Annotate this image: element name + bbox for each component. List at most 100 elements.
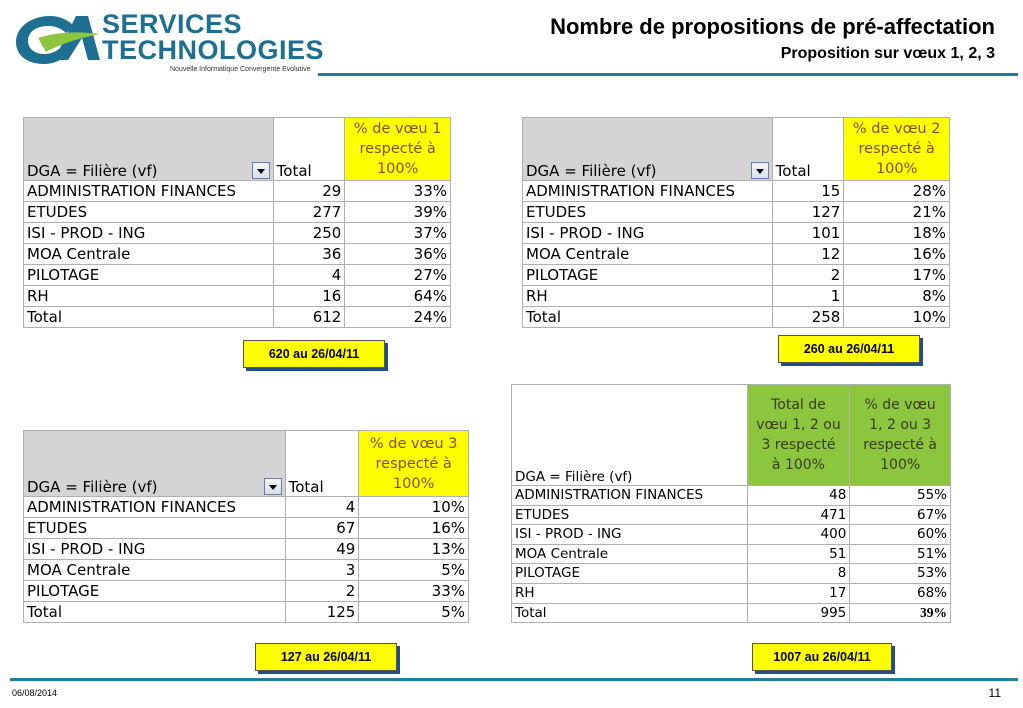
page-subtitle: Proposition sur vœux 1, 2, 3: [780, 45, 995, 62]
row-label: ISI - PROD - ING: [23, 538, 286, 560]
pct-header-line: 100%: [392, 475, 435, 492]
row-pct: 5%: [358, 601, 469, 623]
ca-logo-icon: [16, 16, 100, 64]
row-total: 995: [746, 602, 851, 624]
pct-header-line: 1, 2 ou 3: [869, 417, 932, 433]
table-total-row: Total 258 10%: [522, 306, 950, 328]
row-total: 125: [284, 601, 360, 623]
row-pct: 16%: [358, 517, 469, 539]
row-label: MOA Centrale: [511, 543, 748, 565]
pct-header-line: 100%: [880, 457, 921, 473]
row-label: Total: [522, 306, 773, 328]
filter-header[interactable]: DGA = Filière (vf): [23, 430, 286, 497]
wish123-count-label: 1007 au 26/04/11: [752, 643, 892, 671]
table-row: ISI - PROD - ING 101 18%: [522, 222, 950, 244]
row-label: ADMINISTRATION FINANCES: [522, 180, 773, 202]
table-total-row: Total 125 5%: [23, 601, 469, 623]
filter-header[interactable]: DGA = Filière (vf): [522, 117, 773, 181]
row-pct: 5%: [358, 559, 469, 581]
total-header-line: à 100%: [771, 457, 825, 473]
table-total-row: Total 612 24%: [23, 306, 451, 328]
pct-header-line: % de vœu 3: [369, 435, 458, 452]
brand-tagline: Nouvelle Informatique Convergente Evolut…: [170, 66, 311, 73]
table-row: ADMINISTRATION FINANCES 15 28%: [522, 180, 950, 202]
table-row: ETUDES 277 39%: [23, 201, 451, 223]
filter-header: DGA = Filière (vf): [511, 384, 748, 486]
row-pct: 33%: [358, 580, 469, 602]
row-total: 277: [272, 201, 346, 223]
row-label: RH: [522, 285, 773, 307]
filter-header[interactable]: DGA = Filière (vf): [23, 117, 274, 181]
row-label: ETUDES: [511, 504, 748, 526]
row-label: PILOTAGE: [522, 264, 773, 286]
row-total: 36: [272, 243, 346, 265]
pct-header-line: % de vœu: [864, 397, 936, 413]
wish123-table: DGA = Filière (vf) Total de vœu 1, 2 ou …: [511, 384, 951, 624]
row-total: 258: [771, 306, 845, 328]
row-pct: 18%: [843, 222, 950, 244]
row-pct: 64%: [344, 285, 451, 307]
row-label: PILOTAGE: [23, 264, 274, 286]
row-total: 3: [284, 559, 360, 581]
wish1-table: DGA = Filière (vf) Total % de vœu 1 resp…: [23, 117, 451, 328]
pct-header-line: 100%: [376, 161, 419, 177]
table-row: PILOTAGE 2 33%: [23, 580, 469, 602]
pct-header-line: % de vœu 2: [852, 121, 941, 137]
table-row: ADMINISTRATION FINANCES 48 55%: [511, 485, 951, 506]
row-pct: 39%: [344, 201, 451, 223]
row-pct: 53%: [849, 563, 951, 584]
table-row: RH 1 8%: [522, 285, 950, 307]
table-row: PILOTAGE 2 17%: [522, 264, 950, 286]
pct-header-line: respecté à: [359, 141, 436, 157]
table-row: RH 17 68%: [511, 582, 951, 604]
dropdown-arrow-icon[interactable]: [263, 478, 282, 495]
row-total: 12: [771, 243, 845, 265]
brand-line-2: TECHNOLOGIES: [102, 35, 325, 65]
filter-header-label: DGA = Filière (vf): [27, 162, 158, 180]
wish2-count-label: 260 au 26/04/11: [778, 335, 920, 363]
row-pct: 60%: [849, 524, 951, 545]
row-pct: 10%: [843, 306, 950, 328]
total-header-line: 3 respecté: [761, 437, 836, 453]
pct-header-line: % de vœu 1: [353, 121, 442, 137]
row-total: 16: [272, 285, 346, 307]
row-pct: 36%: [344, 243, 451, 265]
row-total: 127: [771, 201, 845, 223]
row-label: PILOTAGE: [23, 580, 286, 602]
row-pct: 39%: [849, 602, 951, 624]
filter-header-label: DGA = Filière (vf): [515, 469, 633, 485]
pct-header: % de vœu 3 respecté à 100%: [358, 430, 469, 497]
row-label: ETUDES: [522, 201, 773, 223]
table-row: ETUDES 67 16%: [23, 517, 469, 539]
brand-line-1: SERVICES: [102, 9, 243, 39]
pct-header-line: 100%: [875, 161, 918, 177]
row-label: Total: [511, 602, 748, 624]
row-pct: 33%: [344, 180, 451, 202]
dropdown-arrow-icon[interactable]: [251, 162, 270, 179]
table-row: ADMINISTRATION FINANCES 29 33%: [23, 180, 451, 202]
row-label: RH: [511, 582, 748, 604]
row-total: 471: [746, 504, 851, 526]
row-pct: 16%: [843, 243, 950, 265]
row-label: MOA Centrale: [23, 559, 286, 581]
table-row: PILOTAGE 4 27%: [23, 264, 451, 286]
wish3-count-label: 127 au 26/04/11: [255, 643, 397, 671]
row-label: MOA Centrale: [522, 243, 773, 265]
table-row: ETUDES 471 67%: [511, 504, 951, 526]
row-total: 67: [284, 517, 360, 539]
row-total: 29: [272, 180, 346, 202]
dropdown-arrow-icon[interactable]: [750, 162, 769, 179]
row-total: 49: [284, 538, 360, 560]
table-row: ISI - PROD - ING 250 37%: [23, 222, 451, 244]
page-number: 11: [988, 686, 1001, 700]
row-pct: 68%: [849, 582, 951, 604]
wish2-table: DGA = Filière (vf) Total % de vœu 2 resp…: [522, 117, 950, 328]
row-label: PILOTAGE: [511, 563, 748, 584]
table-row: MOA Centrale 51 51%: [511, 543, 951, 565]
pct-header: % de vœu 2 respecté à 100%: [843, 117, 950, 181]
row-total: 400: [746, 524, 851, 545]
row-pct: 55%: [849, 485, 951, 506]
row-total: 612: [272, 306, 346, 328]
table-row: MOA Centrale 36 36%: [23, 243, 451, 265]
row-label: RH: [23, 285, 274, 307]
